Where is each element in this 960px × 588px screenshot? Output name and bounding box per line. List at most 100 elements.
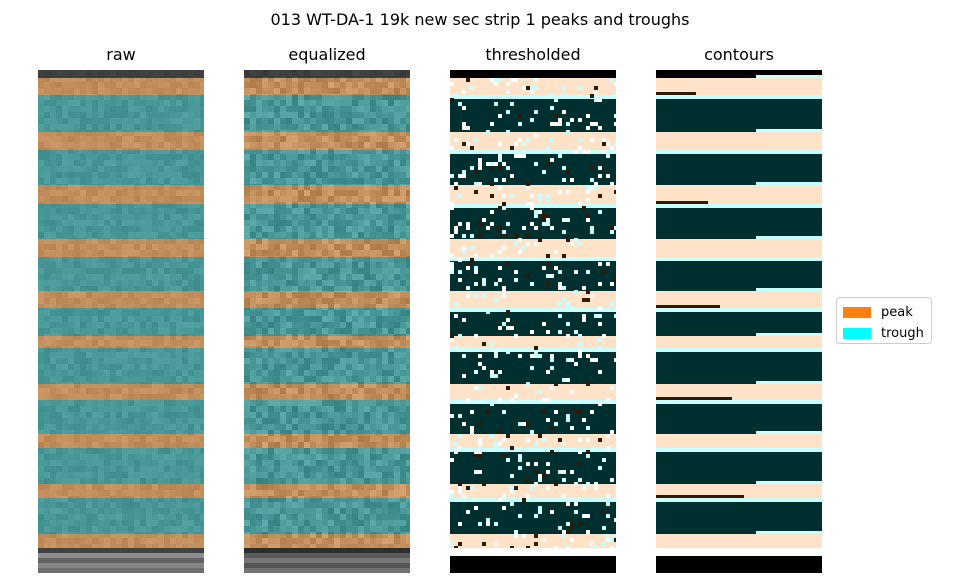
noise-pixel [598, 126, 602, 130]
noise-pixel [590, 166, 594, 170]
noise-pixel [514, 78, 518, 82]
bottom-texture-row [38, 553, 204, 558]
noise-pixel [490, 222, 494, 226]
peak-band [244, 484, 410, 498]
noise-pixel [490, 78, 494, 82]
noise-pixel [498, 206, 502, 210]
noise-pixel [542, 214, 546, 218]
noise-pixel [546, 222, 550, 226]
trough-band [38, 95, 204, 132]
noise-pixel [594, 186, 598, 190]
noise-pixel [450, 174, 454, 178]
noise-pixel [606, 154, 610, 158]
noise-pixel [586, 150, 590, 154]
noise-pixel [546, 214, 550, 218]
noise-pixel [490, 194, 494, 198]
trough-band [244, 498, 410, 534]
noise-pixel [534, 86, 538, 90]
noise-pixel [534, 134, 538, 138]
peak-region [450, 384, 616, 400]
noise-pixel [462, 142, 466, 146]
noise-pixel [530, 86, 534, 90]
noise-pixel [562, 166, 566, 170]
noise-pixel [498, 114, 502, 118]
noise-pixel [494, 82, 498, 86]
noise-pixel [474, 190, 478, 194]
noise-pixel [470, 146, 474, 150]
noise-pixel [510, 102, 514, 106]
edge-strip [38, 70, 204, 78]
noise-pixel [606, 142, 610, 146]
trough-edge [450, 257, 616, 261]
noise-pixel [478, 182, 482, 186]
noise-pixel [614, 190, 616, 194]
noise-pixel [594, 182, 598, 186]
noise-pixel [578, 118, 582, 122]
noise-pixel [546, 198, 550, 202]
peak-band [38, 291, 204, 308]
noise-pixel [530, 202, 534, 206]
trough-band [244, 257, 410, 291]
trough-band [244, 400, 410, 434]
peak-band [244, 185, 410, 204]
bottom-texture-row [244, 568, 410, 573]
noise-pixel [590, 230, 594, 234]
noise-pixel [546, 162, 550, 166]
noise-pixel [478, 166, 482, 170]
noise-pixel [594, 122, 598, 126]
noise-pixel [554, 114, 558, 118]
noise-pixel [594, 98, 598, 102]
noise-pixel [534, 78, 538, 82]
bottom-texture-row [38, 568, 204, 573]
trough-edge [450, 308, 616, 312]
panel-title-equalized: equalized [288, 45, 366, 64]
noise-pixel [470, 86, 474, 90]
noise-pixel [450, 202, 454, 206]
noise-pixel [498, 78, 502, 82]
noise-pixel [594, 90, 598, 94]
noise-pixel [578, 138, 582, 142]
trough-band [38, 308, 204, 336]
noise-pixel [590, 178, 594, 182]
noise-pixel [466, 78, 470, 82]
noise-pixel [610, 226, 614, 230]
trough-edge [450, 95, 616, 99]
noise-pixel [538, 198, 542, 202]
peak-band [244, 132, 410, 150]
noise-pixel [522, 86, 526, 90]
noise-pixel [554, 122, 558, 126]
trough-edge [450, 348, 616, 352]
noise-pixel [498, 142, 502, 146]
noise-pixel [542, 170, 546, 174]
noise-pixel [462, 126, 466, 130]
noise-pixel [530, 90, 534, 94]
peak-band [244, 434, 410, 448]
noise-pixel [562, 178, 566, 182]
noise-pixel [466, 222, 470, 226]
noise-pixel [526, 138, 530, 142]
noise-pixel [586, 218, 590, 222]
peak-region [450, 291, 616, 308]
trough-edge [450, 150, 616, 154]
noise-pixel [610, 146, 614, 150]
noise-pixel [602, 138, 606, 142]
noise-pixel [614, 142, 616, 146]
noise-pixel [614, 114, 616, 118]
peak-band [38, 239, 204, 257]
noise-pixel [450, 98, 454, 102]
noise-pixel [590, 138, 594, 142]
noise-pixel [598, 174, 602, 178]
noise-pixel [546, 146, 550, 150]
noise-pixel [470, 234, 474, 238]
noise-pixel [550, 226, 554, 230]
noise-pixel [578, 146, 582, 150]
noise-pixel [566, 122, 570, 126]
noise-pixel [530, 222, 534, 226]
trough-band [38, 257, 204, 291]
noise-pixel [530, 118, 534, 122]
noise-pixel [558, 154, 562, 158]
noise-pixel [602, 142, 606, 146]
raw-image [38, 70, 204, 573]
noise-pixel [558, 122, 562, 126]
noise-pixel [530, 194, 534, 198]
